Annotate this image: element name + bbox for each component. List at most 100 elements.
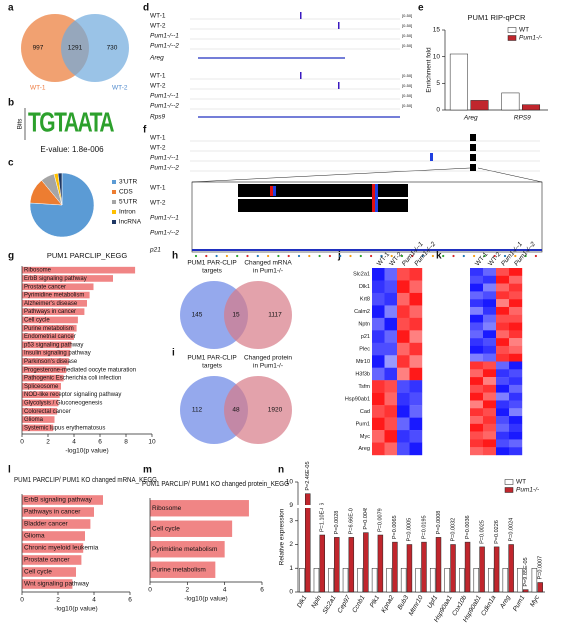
- heat-cell: [483, 447, 497, 456]
- coverage: [238, 199, 408, 212]
- heat-cell: [397, 380, 410, 393]
- bar-label: Wnt signaling pathway: [24, 581, 90, 588]
- bar-label: Glioma: [24, 417, 44, 423]
- heat-cell: [509, 369, 523, 378]
- y-tick-label: 10: [286, 479, 294, 486]
- base: [411, 254, 414, 258]
- track-label: Pum1-/--2: [150, 103, 179, 110]
- heat-cell: [509, 400, 523, 409]
- heat-cell: [483, 384, 497, 393]
- mutation: [270, 186, 273, 196]
- bar: [22, 283, 94, 291]
- chart-title: PUM1 PARCLIP_KEGG: [47, 251, 127, 260]
- bar-label: NOD-like receptor signaling pathway: [24, 392, 121, 398]
- zoom-frame: [191, 181, 543, 253]
- bar: [517, 568, 523, 593]
- heat-cell: [470, 408, 484, 417]
- venn-name: Changed protein: [244, 355, 292, 362]
- track-range: [0-50]: [402, 103, 412, 108]
- venn-circle: [61, 14, 129, 82]
- base: [215, 254, 218, 258]
- mutation: [372, 184, 375, 212]
- bar: [22, 579, 73, 589]
- bar-label: Ribosome: [152, 505, 182, 512]
- legend-label: 3'UTR: [119, 179, 138, 186]
- x-tick-label: Upf1: [426, 594, 439, 610]
- bar: [488, 568, 494, 593]
- heat-cell: [372, 317, 385, 331]
- bar: [150, 520, 233, 537]
- heat-cell: [470, 345, 484, 354]
- track-label: WT-1: [150, 135, 166, 142]
- heat-cell: [384, 380, 398, 393]
- legend-label: 5'UTR: [119, 199, 138, 206]
- heat-cell: [483, 299, 497, 308]
- row-label: Krt8: [360, 297, 370, 303]
- bar: [522, 589, 529, 593]
- heat-cell: [409, 330, 423, 343]
- base: [297, 254, 301, 258]
- legend-swatch: [112, 190, 116, 194]
- panel-label: h: [172, 251, 178, 262]
- panel-label: n: [278, 465, 284, 476]
- base: [256, 254, 259, 258]
- venn-count: 112: [192, 407, 203, 414]
- bar: [508, 544, 514, 593]
- bar: [450, 544, 456, 593]
- p-value: P=0.0065: [392, 515, 398, 539]
- heat-cell: [470, 392, 484, 401]
- track-range: [0-50]: [402, 93, 412, 98]
- heat-cell: [509, 314, 523, 323]
- heat-cell: [409, 392, 423, 406]
- heat-cell: [384, 317, 398, 331]
- heat-cell: [470, 361, 484, 370]
- heat-cell: [470, 353, 484, 362]
- venn-count: 48: [232, 407, 240, 414]
- heat-cell: [509, 283, 523, 292]
- base: [359, 254, 362, 258]
- bar: [22, 383, 61, 390]
- heat-cell: [496, 330, 510, 339]
- x-tick-label: 2: [46, 439, 50, 446]
- track-label: WT-2: [150, 83, 166, 90]
- bar-label: Progesterone-mediated oocyte maturation: [24, 367, 136, 373]
- heat-cell: [470, 291, 484, 300]
- bar-label: Pyrimidine metabolism: [24, 293, 84, 299]
- heat-cell: [509, 447, 523, 456]
- heat-cell: [483, 268, 497, 276]
- legend-swatch: [112, 180, 116, 184]
- track-label: Pum1-/--2: [150, 43, 179, 50]
- bar: [531, 568, 538, 593]
- y-tick-label: 0: [436, 107, 440, 114]
- heat-cell: [397, 317, 410, 331]
- panel-label: g: [8, 251, 14, 262]
- track-label: WT-1: [150, 185, 166, 192]
- peak: [470, 164, 476, 171]
- x-tick-label: Plk1: [369, 594, 382, 609]
- panel-label: e: [418, 3, 424, 14]
- bar: [22, 567, 76, 577]
- heat-cell: [509, 431, 523, 440]
- base: [225, 254, 228, 258]
- bar-label: Pathways in cancer: [24, 509, 81, 516]
- heat-cell: [397, 405, 410, 418]
- bar: [435, 537, 442, 593]
- heat-cell: [409, 292, 423, 306]
- panel-label: a: [8, 3, 14, 14]
- panel-label: m: [143, 465, 152, 476]
- heat-cell: [470, 299, 484, 308]
- bar: [22, 495, 103, 505]
- heat-cell: [496, 268, 510, 276]
- bar: [22, 424, 54, 432]
- x-tick-label: 6: [128, 597, 132, 604]
- row-label: Dlk1: [359, 284, 370, 290]
- y-tick-label: 0: [289, 589, 293, 596]
- peak: [430, 153, 433, 161]
- bar: [392, 541, 398, 593]
- heat-cell: [397, 392, 410, 406]
- p-value: P=0.0024: [508, 518, 514, 542]
- base: [462, 254, 465, 258]
- legend-label: lncRNA: [119, 219, 142, 226]
- bar: [22, 519, 91, 529]
- venn-count: 1291: [68, 45, 83, 52]
